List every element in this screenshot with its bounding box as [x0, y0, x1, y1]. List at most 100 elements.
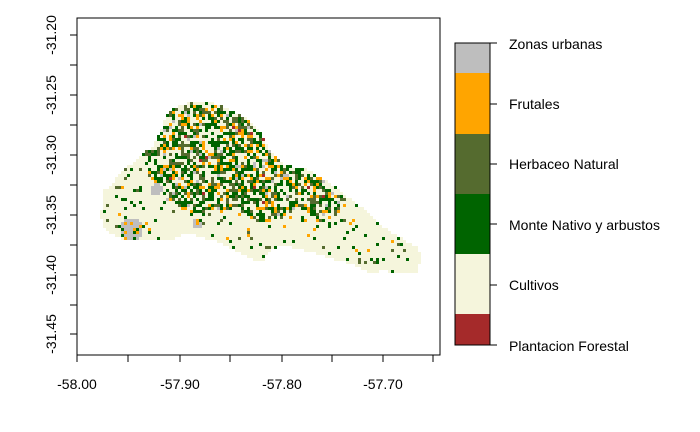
- raster-cell: [274, 171, 277, 174]
- raster-cell: [376, 264, 379, 267]
- raster-cell: [358, 261, 361, 264]
- raster-cell: [118, 204, 121, 207]
- raster-cell: [241, 219, 244, 222]
- raster-cell: [277, 243, 280, 246]
- raster-cell: [187, 213, 190, 216]
- raster-cell: [172, 150, 175, 153]
- raster-cell: [220, 111, 223, 114]
- raster-cell: [184, 183, 187, 186]
- raster-cell: [223, 195, 226, 198]
- raster-cell: [208, 231, 211, 234]
- raster-cell: [388, 246, 391, 249]
- raster-cell: [394, 249, 397, 252]
- raster-cell: [328, 189, 331, 192]
- raster-cell: [265, 180, 268, 183]
- raster-cell: [166, 207, 169, 210]
- raster-cell: [301, 189, 304, 192]
- raster-cell: [352, 252, 355, 255]
- raster-cell: [154, 189, 157, 192]
- raster-cell: [127, 183, 130, 186]
- raster-cell: [346, 207, 349, 210]
- raster-cell: [328, 231, 331, 234]
- raster-cell: [307, 180, 310, 183]
- raster-cell: [361, 237, 364, 240]
- raster-cell: [109, 231, 112, 234]
- raster-cell: [316, 228, 319, 231]
- raster-cell: [265, 225, 268, 228]
- raster-cell: [139, 192, 142, 195]
- raster-cell: [151, 204, 154, 207]
- raster-cell: [244, 210, 247, 213]
- raster-cell: [241, 174, 244, 177]
- raster-cell: [355, 207, 358, 210]
- raster-cell: [157, 222, 160, 225]
- raster-cell: [259, 219, 262, 222]
- raster-cell: [193, 228, 196, 231]
- raster-cell: [271, 210, 274, 213]
- raster-cell: [199, 210, 202, 213]
- raster-cell: [151, 201, 154, 204]
- raster-cell: [208, 171, 211, 174]
- raster-cell: [106, 198, 109, 201]
- raster-cell: [136, 222, 139, 225]
- raster-cell: [166, 183, 169, 186]
- raster-cell: [289, 198, 292, 201]
- raster-cell: [262, 207, 265, 210]
- raster-cell: [349, 246, 352, 249]
- raster-cell: [292, 222, 295, 225]
- raster-cell: [232, 120, 235, 123]
- raster-cell: [304, 180, 307, 183]
- raster-cell: [196, 210, 199, 213]
- raster-cell: [208, 144, 211, 147]
- raster-cell: [115, 180, 118, 183]
- raster-cell: [175, 123, 178, 126]
- raster-cell: [274, 192, 277, 195]
- raster-cell: [202, 192, 205, 195]
- raster-cell: [172, 237, 175, 240]
- raster-cell: [271, 243, 274, 246]
- raster-cell: [187, 159, 190, 162]
- raster-cell: [256, 195, 259, 198]
- raster-cell: [328, 198, 331, 201]
- raster-cell: [139, 171, 142, 174]
- raster-cell: [328, 234, 331, 237]
- raster-cell: [238, 216, 241, 219]
- raster-cell: [334, 231, 337, 234]
- raster-cell: [241, 165, 244, 168]
- raster-cell: [208, 198, 211, 201]
- raster-cell: [340, 192, 343, 195]
- raster-cell: [208, 135, 211, 138]
- raster-cell: [193, 123, 196, 126]
- raster-cell: [127, 171, 130, 174]
- raster-cell: [286, 240, 289, 243]
- raster-cell: [190, 162, 193, 165]
- raster-cell: [196, 234, 199, 237]
- raster-cell: [163, 210, 166, 213]
- raster-cell: [373, 234, 376, 237]
- raster-cell: [235, 228, 238, 231]
- raster-cell: [148, 189, 151, 192]
- raster-cell: [262, 165, 265, 168]
- raster-cell: [301, 195, 304, 198]
- raster-cell: [343, 198, 346, 201]
- raster-cell: [163, 174, 166, 177]
- raster-cell: [406, 267, 409, 270]
- raster-cell: [403, 243, 406, 246]
- raster-cell: [211, 129, 214, 132]
- raster-cell: [373, 249, 376, 252]
- raster-cell: [235, 207, 238, 210]
- raster-cell: [352, 228, 355, 231]
- raster-cell: [388, 252, 391, 255]
- raster-cell: [406, 249, 409, 252]
- raster-cell: [247, 132, 250, 135]
- raster-cell: [193, 135, 196, 138]
- raster-cell: [142, 210, 145, 213]
- raster-cell: [208, 132, 211, 135]
- raster-cell: [238, 162, 241, 165]
- raster-cell: [406, 270, 409, 273]
- raster-cell: [208, 117, 211, 120]
- raster-cell: [364, 228, 367, 231]
- raster-cell: [349, 207, 352, 210]
- raster-cell: [310, 240, 313, 243]
- raster-cell: [253, 174, 256, 177]
